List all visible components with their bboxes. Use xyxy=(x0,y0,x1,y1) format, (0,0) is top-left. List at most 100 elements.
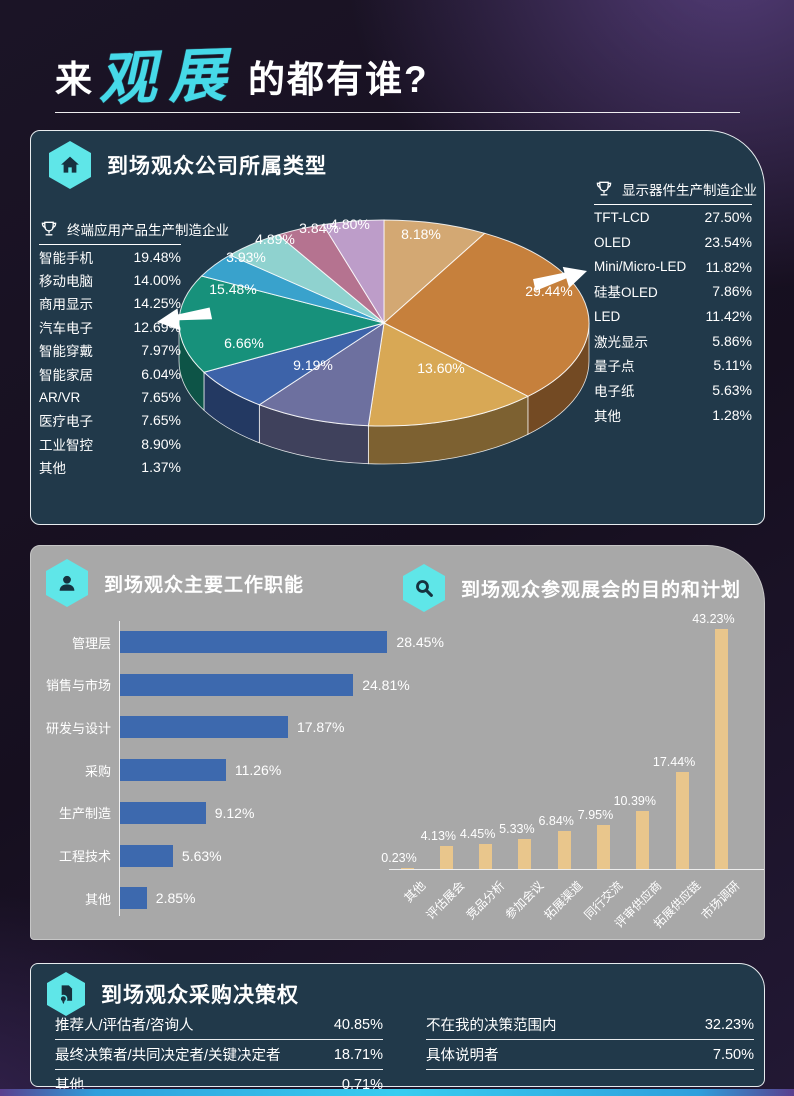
panel-company-header: 到场观众公司所属类型 xyxy=(49,141,327,189)
panel-decision-title: 到场观众采购决策权 xyxy=(101,984,299,1007)
pie-slice-label: 8.18% xyxy=(401,226,441,242)
hbar-value-label: 11.26% xyxy=(234,762,282,779)
legend-display-item-value: 11.82% xyxy=(705,258,752,275)
vbar-bar xyxy=(400,867,414,869)
legend-terminal-title: 终端应用产品生产制造企业 xyxy=(67,223,229,238)
hbar-row: 生产制造 9.12% xyxy=(41,801,254,824)
hbar-value-label: 17.87% xyxy=(296,719,345,736)
legend-terminal-item-label: 商用显示 xyxy=(39,297,93,313)
pie-slice-label: 4.80% xyxy=(330,216,370,232)
legend-display-item: Mini/Micro-LED 11.82% xyxy=(594,254,752,279)
pie-slice-label: 4.89% xyxy=(255,231,295,247)
vbar-value-label: 43.23% xyxy=(692,612,735,627)
panel-company-type: 8.18% 29.44% 13.60% 9.19% 6.66% 15.48% 3.93% 4.… xyxy=(30,130,765,525)
vbar-bar xyxy=(439,846,453,869)
vbar-axis-line xyxy=(389,869,764,870)
legend-display-item-label: 量子点 xyxy=(594,359,635,375)
legend-display-item-label: 其他 xyxy=(594,408,621,424)
legend-terminal-item: 智能手机 19.48% xyxy=(39,245,181,268)
decision-row-value: 18.71% xyxy=(333,1046,383,1063)
hbar-category-label: 生产制造 xyxy=(58,806,111,822)
hbar-bar xyxy=(120,631,388,653)
legend-display-header: 显示器件生产制造企业 xyxy=(594,179,757,205)
decision-row-label: 具体说明者 xyxy=(426,1048,499,1064)
decision-row: 推荐人/评估者/咨询人 40.85% xyxy=(55,1010,383,1040)
vbar-bar xyxy=(518,839,532,869)
legend-terminal-item-label: 智能穿戴 xyxy=(39,344,93,360)
decision-row-label: 推荐人/评估者/咨询人 xyxy=(55,1018,194,1034)
hbar-row: 工程技术 5.63% xyxy=(41,844,222,867)
pie-slice xyxy=(322,219,385,325)
trophy-icon xyxy=(41,221,57,236)
legend-display-devices: 显示器件生产制造企业 TFT-LCD 27.50% OLED 23.54% Mini/M… xyxy=(594,179,757,427)
legend-display-item: TFT-LCD 27.50% xyxy=(594,205,752,230)
vbar-bar xyxy=(675,772,689,869)
vbar-value-label: 4.13% xyxy=(420,829,457,844)
decision-row-value: 7.50% xyxy=(712,1046,754,1063)
legend-display-item-label: 硅基OLED xyxy=(594,285,658,301)
legend-display-item: 激光显示 5.86% xyxy=(594,328,752,353)
panel-purpose-header: 到场观众参观展会的目的和计划 xyxy=(403,564,741,612)
pie-slice xyxy=(367,322,530,427)
vbar-value-label: 4.45% xyxy=(459,827,496,842)
legend-display-item: LED 11.42% xyxy=(594,304,752,329)
legend-terminal-item-label: 医疗电子 xyxy=(39,414,93,430)
legend-terminal-item-label: 工业智控 xyxy=(39,437,93,453)
hbar-row: 研发与设计 17.87% xyxy=(41,716,345,739)
hbar-axis-line xyxy=(119,621,120,916)
pie-slice-label: 9.19% xyxy=(293,357,333,373)
hbar-category-label: 研发与设计 xyxy=(45,720,111,736)
legend-terminal-item-label: 其他 xyxy=(39,461,66,477)
panel-decision-power: 到场观众采购决策权 推荐人/评估者/咨询人 40.85% 最终决策者/共同决定者/关… xyxy=(30,963,765,1094)
legend-display-item-label: 激光显示 xyxy=(594,334,648,350)
title-suffix: 的都有谁? xyxy=(248,59,429,100)
legend-display-item: OLED 23.54% xyxy=(594,230,752,255)
pie-slice xyxy=(383,219,486,325)
title-highlight: 观展 xyxy=(97,42,240,113)
legend-terminal-item-value: 14.00% xyxy=(133,272,181,289)
hbar-category-label: 销售与市场 xyxy=(45,678,111,694)
legend-terminal-header: 终端应用产品生产制造企业 xyxy=(39,219,229,245)
legend-display-item-value: 11.42% xyxy=(705,308,752,325)
bar-chart-job-functions: 管理层 28.45% 销售与市场 24.81% 研发与设计 17.87% 采购 11.26% 生… xyxy=(41,621,444,916)
legend-terminal-item-value: 7.65% xyxy=(141,389,181,406)
vbar-value-label: 5.33% xyxy=(499,822,535,837)
legend-terminal-item: 移动电脑 14.00% xyxy=(39,268,181,291)
legend-display-item-label: LED xyxy=(594,308,621,324)
vbar-value-label: 7.95% xyxy=(577,807,614,822)
decision-row-value: 32.23% xyxy=(704,1016,754,1033)
legend-terminal-item: 其他 1.37% xyxy=(39,456,181,479)
title-prefix: 来 xyxy=(55,59,94,100)
vbar-bar xyxy=(597,824,610,869)
panel-company-title: 到场观众公司所属类型 xyxy=(107,155,327,178)
legend-terminal-item-value: 19.48% xyxy=(133,248,181,265)
legend-terminal-item-label: 智能手机 xyxy=(39,250,93,266)
hbar-bar xyxy=(120,759,226,782)
decision-table-left: 推荐人/评估者/咨询人 40.85% 最终决策者/共同决定者/关键决定者 18.71%… xyxy=(55,1010,383,1096)
panel-jobs-header: 到场观众主要工作职能 xyxy=(46,559,304,607)
person-icon xyxy=(46,559,88,607)
hbar-bar xyxy=(120,673,354,696)
legend-display-rows: TFT-LCD 27.50% OLED 23.54% Mini/Micro-LED 11.… xyxy=(594,205,752,427)
legend-terminal-item-label: 移动电脑 xyxy=(39,274,93,290)
legend-display-item: 其他 1.28% xyxy=(594,403,752,428)
decision-table-right: 不在我的决策范围内 32.23% 具体说明者 7.50% xyxy=(426,1010,754,1070)
bottom-accent-bar xyxy=(0,1089,794,1096)
legend-terminal-item: 智能穿戴 7.97% xyxy=(39,339,181,362)
legend-terminal-item-label: 智能家居 xyxy=(39,367,93,383)
decision-row: 不在我的决策范围内 32.23% xyxy=(426,1010,754,1040)
hbar-bar xyxy=(120,844,173,867)
legend-terminal-item-label: AR/VR xyxy=(39,389,81,405)
legend-terminal-rows: 智能手机 19.48% 移动电脑 14.00% 商用显示 14.25% 汽车电子 12.69%… xyxy=(39,245,181,479)
hbar-category-label: 其他 xyxy=(84,891,111,907)
hbar-category-label: 采购 xyxy=(84,763,111,779)
vbar-bar xyxy=(636,811,650,869)
panel-decision-header: 到场观众采购决策权 xyxy=(47,972,299,1016)
legend-terminal-item: 医疗电子 7.65% xyxy=(39,409,181,432)
pie-slice-label: 3.93% xyxy=(226,249,266,265)
pie-slice-label: 3.84% xyxy=(299,220,339,236)
hbar-row: 销售与市场 24.81% xyxy=(41,673,410,696)
hbar-bar xyxy=(120,801,206,824)
legend-display-item-label: OLED xyxy=(594,234,631,250)
magnifier-icon xyxy=(403,564,445,612)
